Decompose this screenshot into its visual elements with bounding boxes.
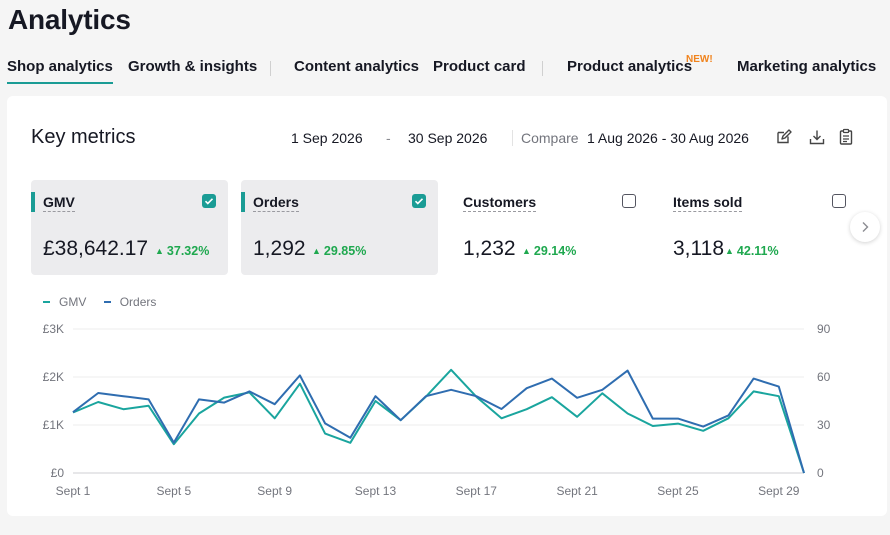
clipboard-icon[interactable] [837, 128, 855, 146]
key-metrics-title: Key metrics [31, 126, 136, 148]
y-left-tick-label: £1K [43, 418, 64, 432]
metric-value: £38,642.17 [43, 237, 149, 260]
metric-card-customers[interactable]: Customers 1,232 ▲ 29.14% [451, 180, 648, 275]
tab-marketing-analytics[interactable]: Marketing analytics [737, 58, 877, 75]
y-right-tick-label: 30 [817, 418, 831, 432]
metric-card-gmv[interactable]: GMV £38,642.17 ▲ 37.32% [31, 180, 228, 275]
x-tick-label: Sept 29 [758, 484, 800, 498]
legend-item-orders[interactable]: Orders [103, 295, 156, 309]
metric-checkbox-checked[interactable] [412, 194, 426, 208]
x-tick-label: Sept 17 [456, 484, 498, 498]
metric-checkbox-unchecked[interactable] [832, 194, 846, 208]
y-left-tick-label: £2K [43, 370, 64, 384]
chevron-right-icon [862, 222, 869, 232]
series-line-orders [72, 369, 805, 474]
up-triangle-icon: ▲ [725, 246, 734, 256]
edit-icon[interactable] [775, 128, 793, 146]
y-left-tick-label: £3K [43, 322, 64, 336]
tab-divider [270, 61, 271, 76]
x-tick-label: Sept 1 [56, 484, 91, 498]
metric-card-orders[interactable]: Orders 1,292 ▲ 29.85% [241, 180, 438, 275]
y-right-tick-label: 90 [817, 322, 831, 336]
metric-value: 3,118 [673, 237, 724, 260]
analytics-tabs: Shop analytics Growth & insights Content… [0, 54, 890, 86]
date-divider [512, 130, 513, 146]
metric-indicator-bar [31, 192, 35, 212]
metric-change: ▲ 29.85% [312, 244, 367, 258]
up-triangle-icon: ▲ [155, 246, 164, 256]
tab-product-card[interactable]: Product card [433, 58, 526, 75]
metric-change: ▲ 42.11% [725, 244, 779, 258]
tab-divider [542, 61, 543, 76]
legend-swatch [103, 300, 111, 303]
key-metrics-card: Key metrics 1 Sep 2026 - 30 Sep 2026 Com… [7, 96, 887, 516]
metric-label: Customers [463, 194, 537, 212]
metric-indicator-bar [241, 192, 245, 212]
x-tick-label: Sept 21 [556, 484, 598, 498]
tab-product-analytics[interactable]: Product analytics [567, 58, 693, 75]
metric-label: Orders [253, 194, 299, 212]
up-triangle-icon: ▲ [522, 246, 531, 256]
legend-swatch [43, 300, 50, 303]
x-tick-label: Sept 9 [257, 484, 292, 498]
legend-item-gmv[interactable]: GMV [43, 295, 86, 309]
x-tick-label: Sept 5 [156, 484, 191, 498]
y-right-tick-label: 60 [817, 370, 831, 384]
metric-value: 1,232 [463, 237, 516, 260]
metric-label: GMV [43, 194, 75, 212]
up-triangle-icon: ▲ [312, 246, 321, 256]
metric-change: ▲ 37.32% [155, 244, 210, 258]
tab-content-analytics[interactable]: Content analytics [294, 58, 420, 75]
metric-checkbox-checked[interactable] [202, 194, 216, 208]
new-badge: NEW! [686, 54, 713, 65]
metric-value: 1,292 [253, 237, 306, 260]
date-range-end[interactable]: 30 Sep 2026 [408, 130, 488, 146]
tab-shop-analytics[interactable]: Shop analytics [7, 58, 113, 84]
download-icon[interactable] [808, 128, 826, 146]
metric-label: Items sold [673, 194, 743, 212]
y-right-tick-label: 0 [817, 466, 824, 480]
metric-checkbox-unchecked[interactable] [622, 194, 636, 208]
compare-range[interactable]: 1 Aug 2026 - 30 Aug 2026 [587, 130, 749, 146]
x-tick-label: Sept 25 [657, 484, 699, 498]
next-metrics-button[interactable] [850, 212, 880, 242]
chart-legend: GMV Orders [43, 295, 170, 309]
check-icon [414, 198, 424, 205]
metric-card-items-sold[interactable]: Items sold 3,118 ▲ 42.11% [661, 180, 858, 275]
series-line-gmv [72, 368, 805, 474]
date-range-separator: - [386, 130, 391, 146]
check-icon [204, 198, 214, 205]
page-title: Analytics [8, 4, 131, 35]
compare-label: Compare [521, 130, 579, 146]
date-range-start[interactable]: 1 Sep 2026 [291, 130, 363, 146]
metric-change: ▲ 29.14% [522, 244, 577, 258]
y-left-tick-label: £0 [51, 466, 65, 480]
x-tick-label: Sept 13 [355, 484, 397, 498]
line-chart: £0 0 £1K 30 £2K 60 £3K 90 Sept 1 Sept 5 Sept 9 Sept… [43, 322, 831, 498]
tab-growth-insights[interactable]: Growth & insights [128, 58, 258, 75]
